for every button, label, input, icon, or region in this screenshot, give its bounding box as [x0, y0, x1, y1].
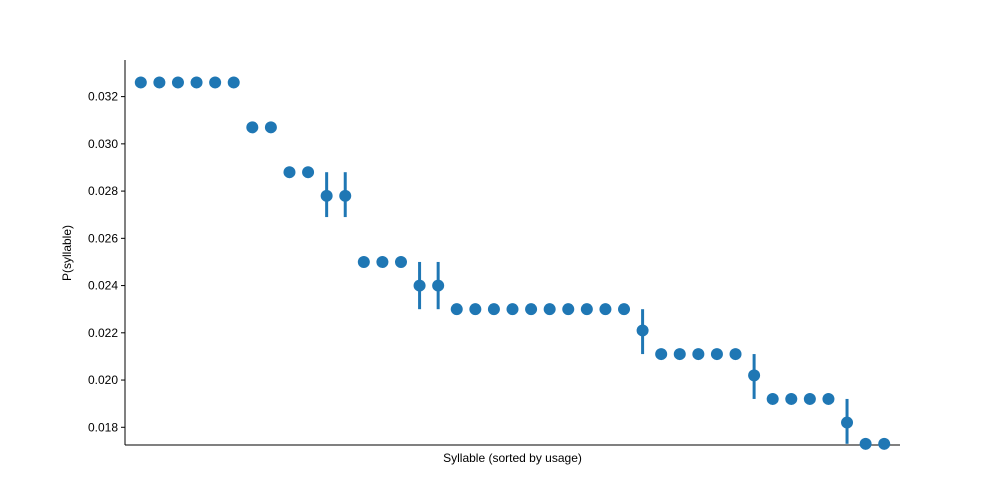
data-point	[413, 279, 426, 292]
data-point	[766, 392, 779, 405]
y-tick-label: 0.032	[88, 90, 118, 104]
data-point	[580, 303, 593, 316]
data-point	[134, 76, 147, 89]
data-point	[394, 255, 407, 268]
data-point	[618, 303, 631, 316]
data-point	[450, 303, 463, 316]
data-point	[171, 76, 184, 89]
data-point	[190, 76, 203, 89]
data-point	[729, 348, 742, 361]
data-point	[264, 121, 277, 134]
y-tick-label: 0.024	[88, 279, 118, 293]
data-point	[153, 76, 166, 89]
y-tick-label: 0.018	[88, 420, 118, 434]
data-point	[803, 392, 816, 405]
data-point	[655, 348, 668, 361]
data-point	[710, 348, 723, 361]
data-point	[209, 76, 222, 89]
y-tick-label: 0.026	[88, 231, 118, 245]
y-tick-label: 0.022	[88, 326, 118, 340]
y-tick-label: 0.028	[88, 184, 118, 198]
data-point	[841, 416, 854, 429]
data-point	[302, 166, 315, 179]
y-tick-label: 0.020	[88, 373, 118, 387]
data-point	[692, 348, 705, 361]
data-point	[320, 189, 333, 202]
data-point	[376, 255, 389, 268]
data-point	[543, 303, 556, 316]
y-ticks: 0.018 0.020 0.022 0.024 0.026 0.028 0.030 0.032	[88, 90, 125, 434]
data-point	[432, 279, 445, 292]
data-point	[878, 437, 891, 450]
data-point	[246, 121, 259, 134]
data-point	[599, 303, 612, 316]
data-point	[357, 255, 370, 268]
data-point	[339, 189, 352, 202]
y-axis-label: P(syllable)	[60, 225, 74, 281]
data-point	[673, 348, 686, 361]
data-point	[469, 303, 482, 316]
data-point	[506, 303, 519, 316]
data-point	[748, 369, 761, 382]
data-point	[525, 303, 538, 316]
data-point	[562, 303, 575, 316]
data-points	[134, 76, 891, 450]
data-point	[283, 166, 296, 179]
x-axis-label: Syllable (sorted by usage)	[443, 451, 582, 465]
data-point	[785, 392, 798, 405]
data-point	[859, 437, 872, 450]
data-point	[487, 303, 500, 316]
data-point	[227, 76, 240, 89]
y-tick-label: 0.030	[88, 137, 118, 151]
data-point	[636, 324, 649, 337]
data-point	[822, 392, 835, 405]
axes	[124, 60, 900, 446]
